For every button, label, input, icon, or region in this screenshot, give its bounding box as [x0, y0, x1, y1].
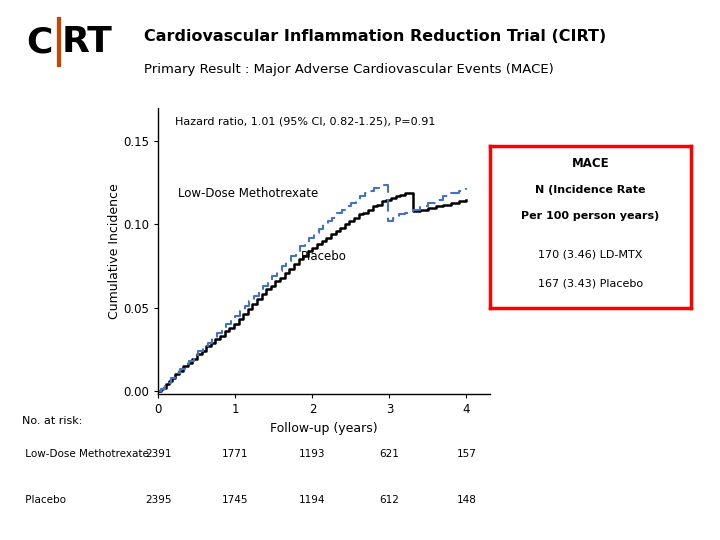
Text: Low-Dose Methotrexate: Low-Dose Methotrexate [179, 187, 318, 200]
Text: N (Incidence Rate: N (Incidence Rate [535, 185, 646, 195]
Text: 1771: 1771 [222, 449, 248, 459]
Text: C: C [27, 25, 53, 59]
Text: 1745: 1745 [222, 495, 248, 505]
Text: Placebo: Placebo [22, 495, 66, 505]
Text: MACE: MACE [572, 157, 609, 170]
Text: 167 (3.43) Placebo: 167 (3.43) Placebo [538, 279, 643, 289]
Text: 1193: 1193 [300, 449, 325, 459]
Text: 621: 621 [379, 449, 400, 459]
Text: 612: 612 [379, 495, 400, 505]
Text: 2395: 2395 [145, 495, 171, 505]
Text: Placebo: Placebo [301, 249, 347, 262]
Text: No. at risk:: No. at risk: [22, 416, 82, 427]
Text: Cardiovascular Inflammation Reduction Trial (CIRT): Cardiovascular Inflammation Reduction Tr… [144, 29, 606, 44]
Text: 170 (3.46) LD-MTX: 170 (3.46) LD-MTX [539, 249, 642, 260]
Text: RT: RT [62, 25, 112, 59]
X-axis label: Follow-up (years): Follow-up (years) [270, 422, 378, 435]
Text: 1194: 1194 [300, 495, 325, 505]
Text: Hazard ratio, 1.01 (95% CI, 0.82-1.25), P=0.91: Hazard ratio, 1.01 (95% CI, 0.82-1.25), … [175, 117, 436, 126]
Text: Low-Dose Methotrexate: Low-Dose Methotrexate [22, 449, 148, 459]
Y-axis label: Cumulative Incidence: Cumulative Incidence [107, 183, 120, 319]
Text: 2391: 2391 [145, 449, 171, 459]
Text: 148: 148 [456, 495, 477, 505]
Text: Primary Result : Major Adverse Cardiovascular Events (MACE): Primary Result : Major Adverse Cardiovas… [144, 63, 554, 76]
Text: 157: 157 [456, 449, 477, 459]
Text: Per 100 person years): Per 100 person years) [521, 211, 660, 221]
